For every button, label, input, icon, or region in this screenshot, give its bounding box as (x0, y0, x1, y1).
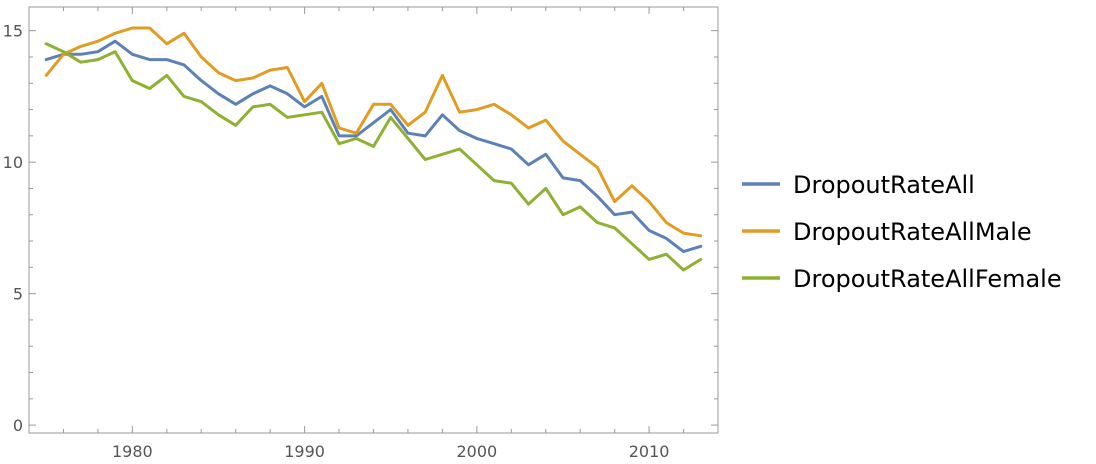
y-tick-label: 10 (3, 153, 23, 172)
x-tick-label: 1980 (112, 442, 153, 461)
series-line-DropoutRateAll (44, 39, 703, 254)
y-tick-label: 15 (3, 22, 23, 41)
axis-ticks: 1980 1990 2000 2010 0 5 10 15 (3, 7, 719, 461)
y-tick-label: 5 (13, 285, 23, 304)
x-tick-label: 1990 (284, 442, 325, 461)
plot-area-border (28, 6, 719, 434)
legend: DropoutRateAll DropoutRateAllMale DropoutR… (742, 171, 1062, 293)
legend-label: DropoutRateAllMale (793, 218, 1032, 246)
series-line-DropoutRateAllFemale (44, 42, 703, 272)
legend-label: DropoutRateAll (793, 171, 975, 199)
x-tick-label: 2000 (456, 442, 497, 461)
plot-frame (28, 6, 719, 434)
series-lines (44, 26, 703, 272)
legend-label: DropoutRateAllFemale (793, 265, 1062, 293)
legend-item-DropoutRateAllMale: DropoutRateAllMale (742, 218, 1032, 246)
y-tick-label: 0 (13, 416, 23, 435)
legend-item-DropoutRateAll: DropoutRateAll (742, 171, 975, 199)
x-tick-label: 2010 (629, 442, 670, 461)
series-line-DropoutRateAllMale (44, 26, 703, 238)
legend-item-DropoutRateAllFemale: DropoutRateAllFemale (742, 265, 1062, 293)
